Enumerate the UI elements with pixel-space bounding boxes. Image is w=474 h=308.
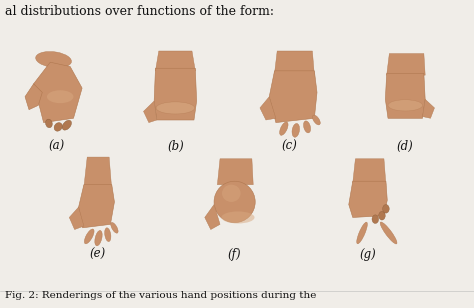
Ellipse shape bbox=[62, 120, 72, 130]
Polygon shape bbox=[218, 159, 253, 185]
Text: (f): (f) bbox=[228, 248, 241, 261]
Polygon shape bbox=[274, 51, 314, 75]
Polygon shape bbox=[25, 84, 42, 110]
Ellipse shape bbox=[379, 211, 385, 220]
Ellipse shape bbox=[280, 122, 288, 135]
Text: al distributions over functions of the form:: al distributions over functions of the f… bbox=[5, 5, 274, 18]
Polygon shape bbox=[34, 62, 82, 123]
Text: (d): (d) bbox=[397, 140, 414, 153]
Ellipse shape bbox=[214, 181, 255, 223]
Polygon shape bbox=[353, 159, 386, 185]
Ellipse shape bbox=[54, 123, 62, 131]
Ellipse shape bbox=[156, 102, 195, 114]
Text: (a): (a) bbox=[49, 140, 65, 153]
Polygon shape bbox=[269, 71, 317, 123]
Polygon shape bbox=[155, 51, 195, 71]
Text: (c): (c) bbox=[281, 140, 297, 153]
Text: (b): (b) bbox=[167, 140, 184, 153]
Ellipse shape bbox=[47, 90, 73, 103]
Ellipse shape bbox=[312, 115, 320, 125]
Polygon shape bbox=[387, 54, 425, 75]
Ellipse shape bbox=[95, 230, 102, 246]
Ellipse shape bbox=[46, 119, 52, 128]
Polygon shape bbox=[422, 99, 435, 118]
Ellipse shape bbox=[388, 100, 422, 111]
Polygon shape bbox=[205, 205, 220, 229]
Ellipse shape bbox=[292, 124, 300, 137]
Ellipse shape bbox=[357, 222, 367, 244]
Ellipse shape bbox=[36, 51, 72, 68]
Polygon shape bbox=[349, 181, 387, 217]
Polygon shape bbox=[144, 101, 157, 123]
Ellipse shape bbox=[380, 222, 397, 244]
Ellipse shape bbox=[222, 185, 241, 202]
Ellipse shape bbox=[372, 215, 379, 224]
Text: (e): (e) bbox=[89, 248, 105, 261]
Polygon shape bbox=[79, 185, 114, 228]
Ellipse shape bbox=[221, 211, 255, 224]
Ellipse shape bbox=[84, 229, 94, 244]
Text: (g): (g) bbox=[359, 248, 376, 261]
Ellipse shape bbox=[383, 205, 389, 213]
Ellipse shape bbox=[105, 228, 111, 241]
Polygon shape bbox=[260, 97, 276, 120]
Polygon shape bbox=[154, 68, 197, 120]
Polygon shape bbox=[69, 207, 84, 229]
Polygon shape bbox=[84, 157, 112, 190]
Text: Fig. 2: Renderings of the various hand positions during the: Fig. 2: Renderings of the various hand p… bbox=[5, 291, 316, 300]
Polygon shape bbox=[385, 73, 425, 118]
Ellipse shape bbox=[303, 121, 310, 133]
Ellipse shape bbox=[111, 222, 118, 233]
